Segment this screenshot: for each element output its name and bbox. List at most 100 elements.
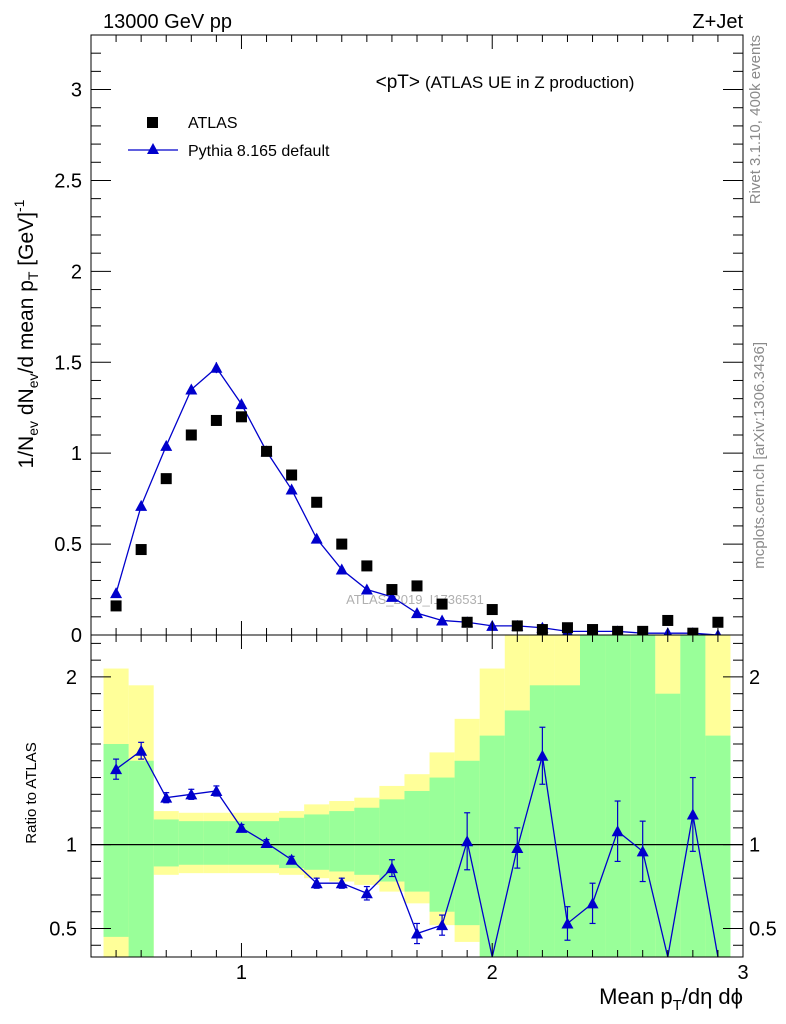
ratio-band-inner — [128, 760, 154, 957]
ratio-mc-point — [411, 927, 423, 939]
y-tick-label: 0 — [71, 625, 82, 647]
legend-mc-label: Pythia 8.165 default — [188, 143, 330, 160]
atlas-point — [561, 622, 573, 634]
ratio-mc-point — [636, 845, 649, 857]
ratio-mc-point — [260, 836, 273, 848]
ratio-mc-point — [360, 887, 373, 899]
ratio-y-tick-label: 0.5 — [49, 918, 77, 940]
ratio-mc-point — [160, 791, 173, 803]
ratio-y-tick-label-right: 2 — [749, 667, 760, 689]
ratio-mc-point — [135, 744, 148, 756]
atlas-point — [336, 538, 348, 550]
chart-subtitle: (ATLAS UE in Z production) — [425, 73, 634, 92]
ratio-plot — [91, 635, 743, 958]
mc-point — [436, 614, 449, 626]
y-tick-label: 2 — [71, 261, 82, 283]
mc-point — [110, 587, 123, 599]
ratio-band-inner — [479, 735, 505, 957]
ratio-mc-point — [536, 749, 549, 761]
atlas-point — [185, 429, 197, 441]
ratio-mc-point — [310, 877, 323, 889]
ratio-mc-point — [210, 784, 223, 796]
atlas-point — [411, 580, 423, 592]
y-tick-label: 1.5 — [54, 352, 82, 374]
x-tick-label: 3 — [737, 962, 748, 984]
atlas-point — [311, 496, 323, 508]
ratio-mc-point — [611, 825, 624, 837]
atlas-point — [110, 600, 122, 612]
y-tick-label: 3 — [71, 80, 82, 102]
header-left: 13000 GeV pp — [103, 11, 232, 33]
atlas-point — [486, 604, 498, 616]
legend-atlas-marker — [147, 117, 158, 128]
ratio-band-inner — [153, 819, 179, 867]
atlas-point — [361, 560, 373, 572]
mc-point — [411, 607, 423, 619]
ratio-mc-point — [385, 862, 398, 874]
atlas-point — [135, 544, 147, 556]
atlas-point — [210, 414, 222, 426]
ratio-band-inner — [605, 635, 631, 957]
watermark: ATLAS_2019_I1736531 — [346, 592, 484, 607]
axes: 1 2 300.511.522.530.5 0.51 12 2 — [49, 34, 777, 984]
ratio-mc-point — [335, 877, 348, 889]
atlas-point — [160, 473, 172, 485]
mc-point — [185, 383, 198, 395]
ratio-band-inner — [529, 685, 555, 957]
mc-point — [235, 398, 248, 410]
rivet-label: Rivet 3.1.10, 400k events — [747, 35, 764, 204]
y-tick-label: 1 — [71, 443, 82, 465]
mcplots-label: mcplots.cern.ch [arXiv:1306.3436] — [751, 342, 768, 569]
y-axis-label: 1/Nev dNev/d mean pT [GeV]-1 — [11, 199, 41, 468]
ratio-band-inner — [705, 735, 731, 957]
ratio-mc-point — [185, 788, 198, 800]
atlas-point — [662, 614, 674, 626]
y-tick-label: 0.5 — [54, 534, 82, 556]
legend-atlas-label: ATLAS — [188, 115, 238, 132]
mc-point — [210, 361, 223, 373]
mc-point — [310, 532, 323, 544]
mc-point — [385, 590, 398, 602]
mc-point — [160, 439, 173, 451]
ratio-y-tick-label-right: 1 — [749, 835, 760, 857]
ratio-band-inner — [304, 814, 330, 870]
ratio-mc-point — [686, 808, 699, 820]
ratio-y-tick-label: 1 — [66, 835, 77, 857]
ratio-band-inner — [329, 811, 355, 872]
mc-point — [135, 499, 148, 511]
y-tick-label: 2.5 — [54, 170, 82, 192]
ratio-mc-point — [235, 821, 248, 833]
ratio-mc-point — [561, 917, 574, 929]
atlas-point — [511, 620, 523, 632]
legend-mc-marker — [147, 143, 159, 154]
atlas-point — [235, 411, 247, 423]
ratio-band-inner — [354, 807, 380, 875]
x-tick-label: 2 — [487, 962, 498, 984]
ratio-mc-point — [511, 841, 524, 853]
ratio-mc-point — [285, 853, 298, 865]
atlas-point — [286, 469, 298, 481]
ratio-y-tick-label: 2 — [66, 667, 77, 689]
x-axis-label: Mean pT/dη dϕ — [599, 984, 743, 1014]
header-right: Z+Jet — [692, 11, 743, 33]
ratio-band-inner — [203, 821, 229, 865]
atlas-point — [386, 584, 398, 596]
ratio-mc-point — [110, 763, 123, 775]
ratio-mc-point — [461, 835, 474, 847]
ratio-band-inner — [178, 821, 204, 865]
atlas-point — [712, 616, 724, 628]
chart-title: <pT> — [376, 72, 420, 93]
atlas-point — [261, 445, 273, 457]
ratio-y-tick-label-right: 0.5 — [749, 918, 777, 940]
ratio-band-inner — [404, 790, 430, 892]
mc-point — [335, 563, 348, 575]
legend: ATLAS Pythia 8.165 default — [128, 115, 330, 160]
mc-point — [285, 483, 298, 495]
ratio-y-axis-label: Ratio to ATLAS — [23, 742, 40, 843]
atlas-point — [461, 616, 473, 628]
atlas-point — [436, 598, 448, 610]
mc-point — [360, 583, 373, 595]
x-tick-label: 1 — [236, 962, 247, 984]
ratio-mc-point — [436, 919, 449, 931]
